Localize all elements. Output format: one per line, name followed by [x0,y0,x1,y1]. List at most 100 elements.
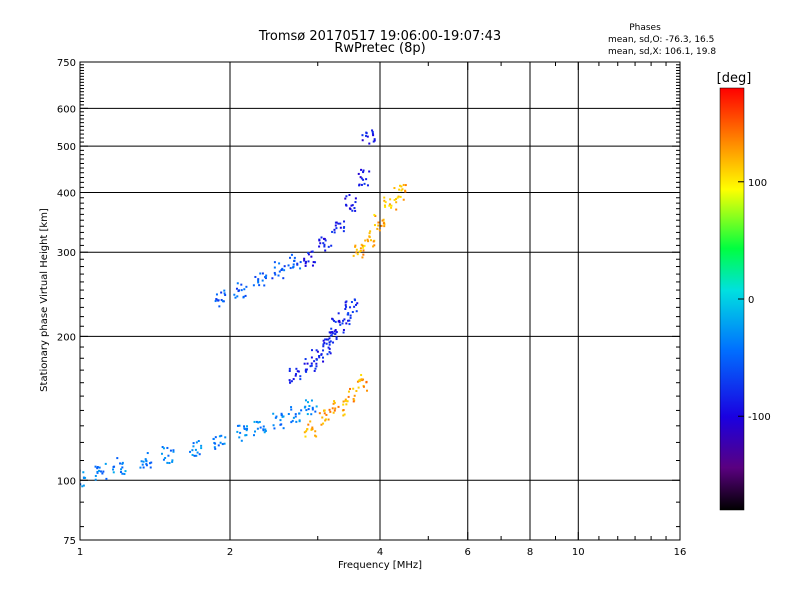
echo-point [354,201,357,204]
echo-point [98,466,101,469]
echo-point [313,369,316,372]
echo-point [94,474,97,477]
echo-point [323,243,326,246]
echo-point [339,226,342,229]
echo-point [306,428,309,431]
echo-point [169,449,172,452]
echo-point [362,378,365,381]
echo-point [245,434,248,437]
echo-point [348,323,351,326]
echo-point [304,358,307,361]
echo-point [335,221,338,224]
echo-point [273,427,276,430]
echo-point [315,349,318,352]
echo-point [294,415,297,418]
echo-point [331,330,334,333]
echo-point [290,253,293,256]
echo-point [318,356,321,359]
echo-point [296,263,299,266]
echo-point [172,450,175,453]
echo-point [235,287,238,290]
echo-point [373,138,376,141]
echo-point [223,442,226,445]
echo-point [94,478,97,481]
echo-point [264,276,267,279]
echo-point [164,457,167,460]
echo-point [331,407,334,410]
echo-point [398,188,401,191]
echo-point [292,378,295,381]
echo-point [331,230,334,233]
echo-point [255,420,258,423]
echo-point [220,291,223,294]
echo-point [217,299,220,302]
echo-point [332,402,335,405]
echo-point [274,273,277,276]
echo-point [342,409,345,412]
echo-point [362,246,365,249]
echo-point [283,265,286,268]
echo-point [376,227,379,230]
echo-point [233,293,236,296]
echo-point [324,418,327,421]
echo-point [198,453,201,456]
x-tick-label: 6 [465,547,471,558]
echo-point [214,442,217,445]
echo-point [101,472,104,475]
echo-point [368,236,371,239]
echo-point [303,362,306,365]
echo-point [168,462,171,465]
phase-stats-heading: Phases [629,23,661,33]
echo-point [236,295,239,298]
echo-point [322,349,325,352]
echo-point [315,362,318,365]
echo-point [162,447,165,450]
echo-point [322,343,325,346]
echo-point [333,231,336,234]
echo-point [329,331,332,334]
echo-point [388,203,391,206]
echo-point [366,238,369,241]
echo-point [239,431,242,434]
echo-point [287,413,290,416]
echo-point [303,431,306,434]
echo-point [98,469,101,472]
echo-point [344,304,347,307]
echo-point [371,129,374,132]
echo-point [307,252,310,255]
echo-point [334,320,337,323]
echo-point [291,419,294,422]
echo-point [347,390,350,393]
echo-point [252,434,255,437]
echo-point [400,189,403,192]
y-tick-label: 100 [57,476,76,487]
echo-point [355,303,358,306]
y-tick-label: 600 [57,104,76,115]
echo-point [395,201,398,204]
echo-point [351,310,354,313]
echo-point [320,353,323,356]
echo-point [121,461,124,464]
echo-point [238,424,241,427]
echo-point [139,466,142,469]
x-tick-label: 8 [527,547,533,558]
echo-point [381,219,384,222]
echo-point [324,249,327,252]
echo-point [278,262,281,265]
echo-point [360,378,363,381]
echo-point [105,477,108,480]
echo-point [365,178,368,181]
echo-point [362,253,365,256]
echo-point [142,460,145,463]
echo-point [384,205,387,208]
echo-point [167,454,170,457]
echo-point [333,401,336,404]
echo-point [323,245,326,248]
echo-point [310,413,313,416]
echo-point [243,288,246,291]
echo-point [331,318,334,321]
echo-point [299,267,302,270]
phase-stats-x: mean, sd,X: 106.1, 19.8 [608,47,716,57]
echo-point [349,387,352,390]
echo-point [166,446,169,449]
